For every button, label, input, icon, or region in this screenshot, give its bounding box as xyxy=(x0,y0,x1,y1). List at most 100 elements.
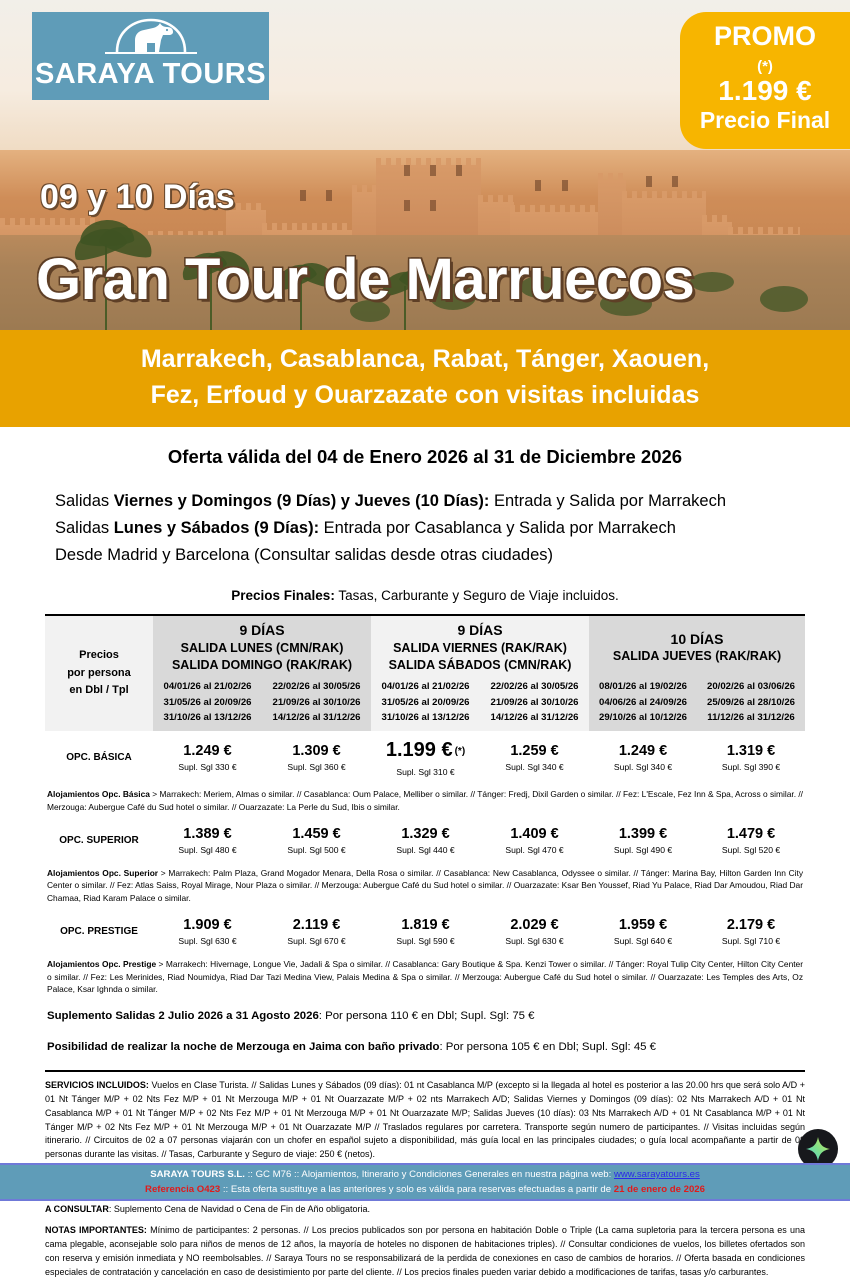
hotels-note-basica: Alojamientos Opc. Básica > Marrakech: Me… xyxy=(45,784,805,819)
price-value: 1.329 € xyxy=(401,825,450,842)
table-corner-cell: Precios por persona en Dbl / Tpl xyxy=(45,614,153,731)
supplement-label: Posibilidad de realizar la noche de Merz… xyxy=(47,1041,440,1054)
dates-col-3: 04/01/26 al 21/02/26 31/05/26 al 20/09/2… xyxy=(371,676,481,731)
dates-col-4: 22/02/26 al 30/05/26 21/09/26 al 30/10/2… xyxy=(480,676,590,731)
price-supplement: Supl. Sgl 630 € xyxy=(505,936,564,947)
condition-label: A CONSULTAR xyxy=(45,1204,109,1215)
date-range: 04/01/26 al 21/02/26 xyxy=(163,681,252,693)
price-table-wrapper: Precios por persona en Dbl / Tpl 9 DÍAS … xyxy=(45,614,806,1063)
four-point-star-icon xyxy=(806,1137,830,1161)
departure-bold: Viernes y Domingos (9 Días) y Jueves (10… xyxy=(113,492,490,510)
hotels-note-text: > Marrakech: Meriem, Almas o similar. //… xyxy=(47,789,804,813)
departure-suffix: Entrada y Salida por Marrakech xyxy=(489,492,727,510)
price-cell-promo: 1.199 € (*) Supl. Sgl 310 € xyxy=(371,731,480,784)
price-supplement: Supl. Sgl 390 € xyxy=(721,762,781,773)
price-cell: 2.179 € Supl. Sgl 710 € xyxy=(697,910,805,954)
departure-bold: Lunes y Sábados (9 Días): xyxy=(113,519,320,538)
corner-badge[interactable] xyxy=(798,1129,838,1169)
date-range: 31/10/26 al 13/12/26 xyxy=(163,711,252,723)
supplement-row-2: Posibilidad de realizar la noche de Merz… xyxy=(45,1032,805,1063)
price-supplement: Supl. Sgl 590 € xyxy=(396,936,455,947)
price-supplement: Supl. Sgl 310 € xyxy=(396,766,455,777)
price-value: 1.909 € xyxy=(183,916,232,933)
footer-line-2: Referencia O423 :: Esta oferta sustituye… xyxy=(145,1182,705,1197)
date-range: 29/10/26 al 10/12/26 xyxy=(599,711,688,723)
row-label-superior: OPC. SUPERIOR xyxy=(59,835,139,847)
footer-line-1: SARAYA TOURS S.L. :: GC M76 :: Alojamien… xyxy=(150,1167,700,1182)
price-cell: 1.329 € Supl. Sgl 440 € xyxy=(371,819,480,863)
date-range: 04/06/26 al 24/09/26 xyxy=(599,696,688,708)
date-range: 14/12/26 al 31/12/26 xyxy=(490,711,579,723)
group-line-1: SALIDA LUNES (CMN/RAK) xyxy=(180,640,344,655)
group-days: 10 DÍAS xyxy=(670,630,724,647)
date-range: 04/01/26 al 21/02/26 xyxy=(381,681,470,693)
date-range: 21/09/26 al 30/10/26 xyxy=(272,696,361,708)
dates-col-5: 08/01/26 al 19/02/26 04/06/26 al 24/09/2… xyxy=(589,676,698,731)
price-supplement: Supl. Sgl 340 € xyxy=(505,762,564,773)
group-line-2: SALIDA SÁBADOS (CMN/RAK) xyxy=(388,657,572,672)
price-value: 1.199 € xyxy=(385,738,453,761)
hero-days: 09 y 10 Días xyxy=(40,178,235,216)
price-cell: 1.259 € Supl. Sgl 340 € xyxy=(480,731,589,784)
date-range: 22/02/26 al 30/05/26 xyxy=(272,681,361,693)
group-line-2: SALIDA DOMINGO (RAK/RAK) xyxy=(171,657,353,672)
group-days: 9 DÍAS xyxy=(239,622,285,639)
promo-badge: PROMO (*) 1.199 € Precio Final xyxy=(680,12,850,149)
table-dates-row: 04/01/26 al 21/02/26 31/05/26 al 20/09/2… xyxy=(45,676,806,731)
group-header-10d-jueves: 10 DÍAS SALIDA JUEVES (RAK/RAK) xyxy=(589,614,806,677)
price-cell: 1.479 € Supl. Sgl 520 € xyxy=(697,819,805,863)
hotels-note-superior: Alojamientos Opc. Superior > Marrakech: … xyxy=(45,863,805,910)
brand-logo-text: SARAYA TOURS xyxy=(34,58,267,90)
price-supplement: Supl. Sgl 670 € xyxy=(287,936,346,947)
departure-line: Salidas Lunes y Sábados (9 Días): Entrad… xyxy=(55,515,850,542)
departures-block: Salidas Viernes y Domingos (9 Días) y Ju… xyxy=(55,488,850,569)
supplement-text: : Por persona 110 € en Dbl; Supl. Sgl: 7… xyxy=(318,1010,535,1023)
date-range: 31/05/26 al 20/09/26 xyxy=(163,696,252,708)
departure-suffix: Desde Madrid y Barcelona (Consultar sali… xyxy=(55,546,554,565)
date-range: 31/05/26 al 20/09/26 xyxy=(381,696,470,708)
dates-col-6: 20/02/26 al 03/06/26 25/09/26 al 28/10/2… xyxy=(697,676,806,731)
price-cell: 1.399 € Supl. Sgl 490 € xyxy=(589,819,697,863)
brand-logo[interactable]: SARAYA TOURS xyxy=(32,12,269,100)
price-cell: 2.029 € Supl. Sgl 630 € xyxy=(480,910,589,954)
price-cell: 1.459 € Supl. Sgl 500 € xyxy=(262,819,371,863)
destinations-line-1: Marrakech, Casablanca, Rabat, Tánger, Xa… xyxy=(140,345,710,373)
price-value: 1.479 € xyxy=(726,825,776,842)
price-cell: 1.309 € Supl. Sgl 360 € xyxy=(262,731,371,784)
promo-subtitle: Precio Final xyxy=(699,106,831,133)
group-header-9d-viernes: 9 DÍAS SALIDA VIERNES (RAK/RAK) SALIDA S… xyxy=(371,614,590,677)
footer-reference: Referencia O423 xyxy=(145,1184,221,1195)
price-value: 1.249 € xyxy=(618,742,668,759)
hotels-note-row-prestige: Alojamientos Opc. Prestige > Marrakech: … xyxy=(45,954,805,1001)
hotels-note-label: Alojamientos Opc. Básica xyxy=(47,789,150,800)
departure-prefix: Salidas xyxy=(55,519,114,538)
corner-line-3: en Dbl / Tpl xyxy=(69,684,129,697)
price-value: 1.249 € xyxy=(183,742,232,759)
supplement-row-1: Suplemento Salidas 2 Julio 2026 a 31 Ago… xyxy=(45,1001,805,1032)
dates-col-2: 22/02/26 al 30/05/26 21/09/26 al 30/10/2… xyxy=(262,676,372,731)
price-row-prestige: OPC. PRESTIGE 1.909 € Supl. Sgl 630 € 2.… xyxy=(45,910,805,954)
price-supplement: Supl. Sgl 640 € xyxy=(613,936,673,947)
departure-suffix: Entrada por Casablanca y Salida por Marr… xyxy=(319,519,676,538)
price-supplement: Supl. Sgl 490 € xyxy=(613,845,673,856)
condition-text: : Suplemento Cena de Navidad o Cena de F… xyxy=(108,1204,371,1215)
footer-website-link[interactable]: www.sarayatours.es xyxy=(613,1168,700,1180)
price-cell: 2.119 € Supl. Sgl 670 € xyxy=(262,910,371,954)
price-cell: 1.409 € Supl. Sgl 470 € xyxy=(480,819,589,863)
price-value: 1.959 € xyxy=(618,916,668,933)
corner-line-2: por persona xyxy=(67,666,131,679)
price-supplement: Supl. Sgl 330 € xyxy=(178,762,237,773)
price-row-basica: OPC. BÁSICA 1.249 € Supl. Sgl 330 € 1.30… xyxy=(45,731,805,784)
price-value: 1.409 € xyxy=(510,825,559,842)
price-value: 1.819 € xyxy=(401,916,450,933)
condition-label: NOTAS IMPORTANTES: xyxy=(45,1225,147,1236)
group-line-1: SALIDA JUEVES (RAK/RAK) xyxy=(612,649,782,664)
condition-servicios-incluidos: SERVICIOS INCLUIDOS: Vuelos en Clase Tur… xyxy=(45,1079,805,1162)
price-cell: 1.389 € Supl. Sgl 480 € xyxy=(153,819,262,863)
price-value: 1.309 € xyxy=(292,742,341,759)
price-cell: 1.959 € Supl. Sgl 640 € xyxy=(589,910,697,954)
footer-company: SARAYA TOURS S.L. xyxy=(150,1168,245,1180)
supplement-1: Suplemento Salidas 2 Julio 2026 a 31 Ago… xyxy=(45,1001,805,1032)
price-cell: 1.249 € Supl. Sgl 330 € xyxy=(153,731,262,784)
departure-prefix: Salidas xyxy=(55,492,114,510)
